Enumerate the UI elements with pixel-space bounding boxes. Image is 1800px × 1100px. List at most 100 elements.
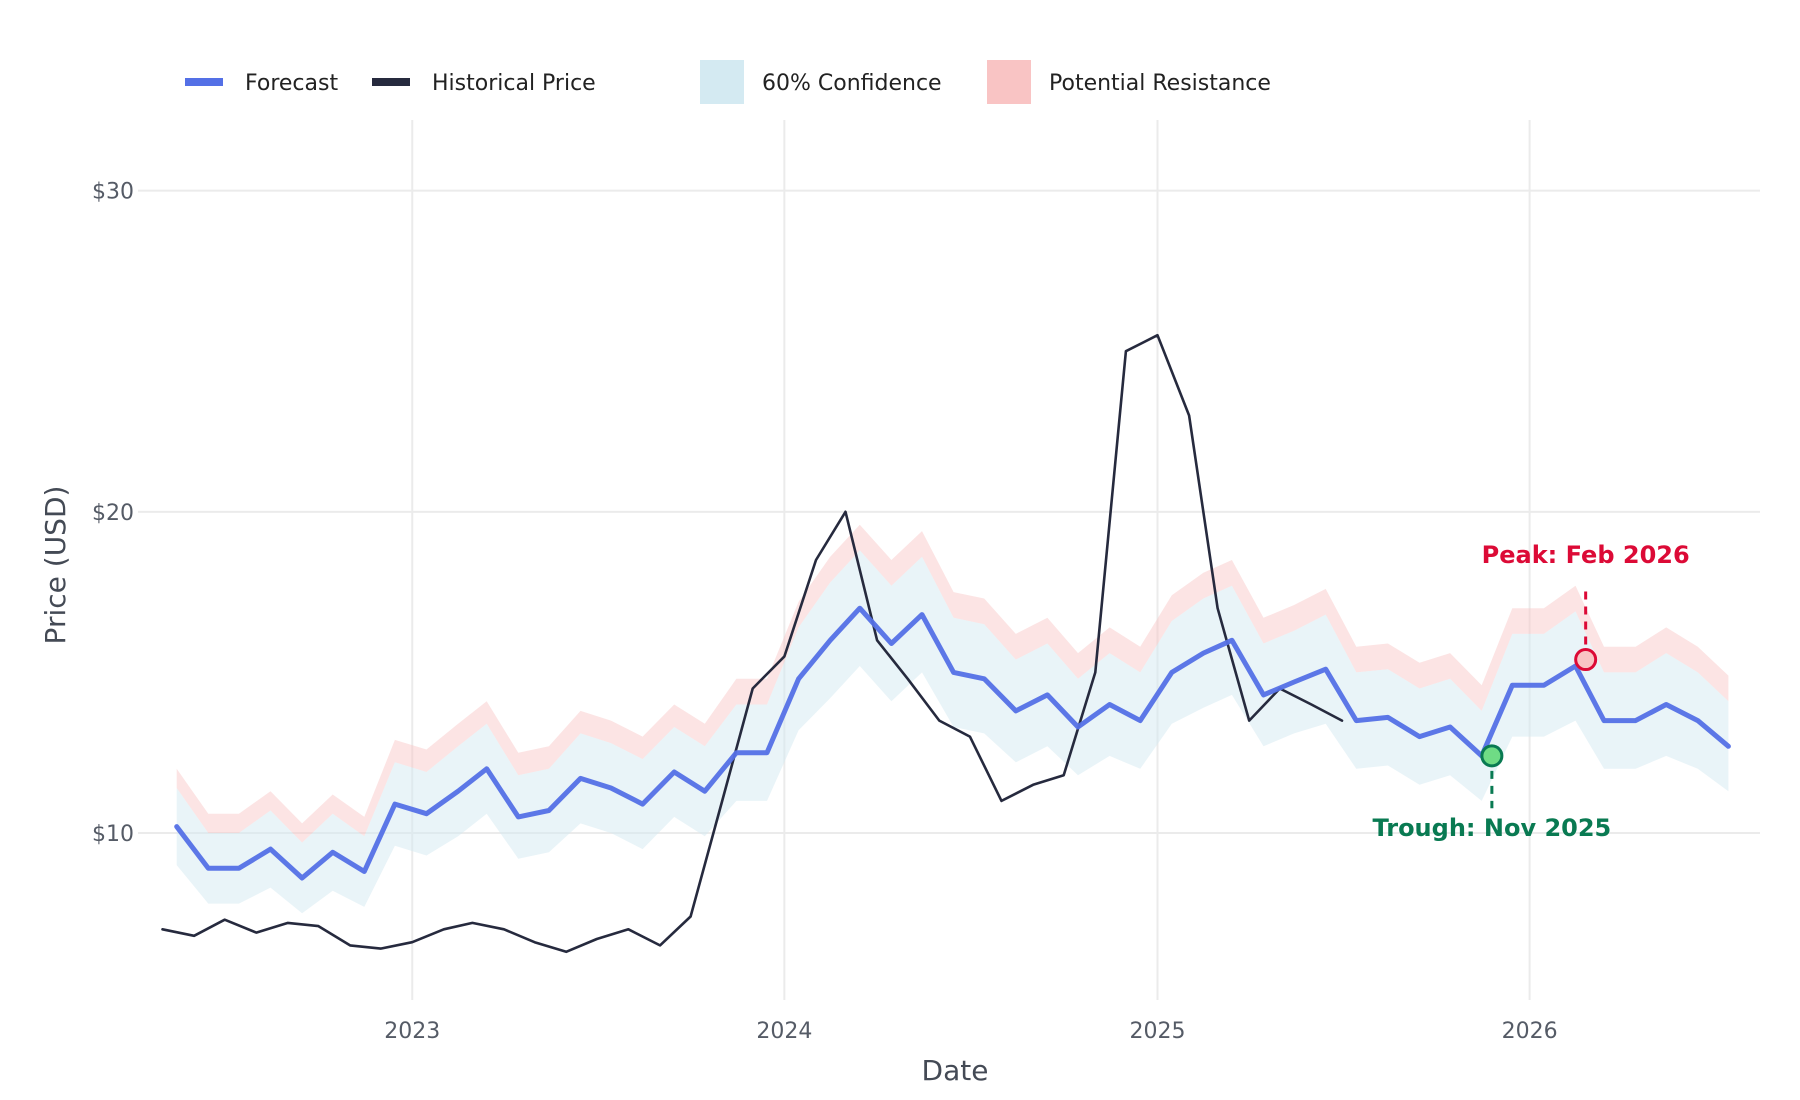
historical-point	[1125, 350, 1127, 352]
historical-point	[503, 928, 505, 930]
forecast-point	[394, 803, 396, 805]
legend: Forecast Historical Price 60% Confidence Po…	[185, 60, 1271, 104]
historical-point	[721, 800, 723, 802]
forecast-point	[1449, 726, 1451, 728]
forecast-point	[1046, 694, 1048, 696]
forecast-point	[457, 790, 459, 792]
forecast-point	[1109, 704, 1111, 706]
historical-point	[783, 655, 785, 657]
forecast-point	[1511, 684, 1513, 686]
historical-point	[752, 687, 754, 689]
legend-label: 60% Confidence	[762, 71, 942, 96]
forecast-point	[1574, 665, 1576, 667]
forecast-point	[1543, 684, 1545, 686]
historical-point	[1032, 784, 1034, 786]
historical-point	[1001, 800, 1003, 802]
bands	[176, 524, 1729, 914]
legend-swatch	[700, 60, 744, 104]
y-axis-ticks: $10 $20 $30	[92, 180, 134, 847]
historical-point	[1248, 720, 1250, 722]
peak-marker	[1574, 648, 1598, 672]
historical-point	[938, 720, 940, 722]
forecast-point	[921, 614, 923, 616]
forecast-point	[1202, 652, 1204, 654]
forecast-point	[238, 867, 240, 869]
historical-point	[380, 948, 382, 950]
forecast-point	[1263, 694, 1265, 696]
forecast-point	[579, 777, 581, 779]
historical-point	[907, 678, 909, 680]
forecast-point	[983, 678, 985, 680]
forecast-point	[301, 877, 303, 879]
y-tick-label: $30	[92, 180, 134, 205]
annotations: Peak: Feb 2026 Trough: Nov 2025	[1373, 541, 1690, 842]
forecast-point	[673, 771, 675, 773]
historical-point	[287, 922, 289, 924]
forecast-point	[1015, 710, 1017, 712]
forecast-point	[735, 752, 737, 754]
forecast-point	[1231, 639, 1233, 641]
historical-point	[534, 941, 536, 943]
legend-label: Historical Price	[432, 71, 596, 96]
historical-point	[193, 935, 195, 937]
x-axis-ticks: 2023 2024 2025 2026	[384, 1019, 1557, 1044]
historical-point	[1188, 414, 1190, 416]
historical-point	[565, 951, 567, 953]
forecast-point	[610, 787, 612, 789]
legend-swatch	[987, 60, 1031, 104]
forecast-point	[1171, 671, 1173, 673]
historical-point	[349, 944, 351, 946]
forecast-point	[1325, 668, 1327, 670]
forecast-point	[517, 816, 519, 818]
historical-point	[1094, 671, 1096, 673]
y-tick-label: $10	[92, 822, 134, 847]
legend-label: Forecast	[245, 71, 338, 96]
x-tick-label: 2025	[1129, 1019, 1185, 1044]
forecast-point	[270, 848, 272, 850]
historical-point	[690, 915, 692, 917]
confidence-band	[176, 550, 1729, 914]
x-tick-label: 2023	[384, 1019, 440, 1044]
gridlines	[138, 120, 1760, 1000]
historical-point	[596, 938, 598, 940]
legend-swatch	[185, 78, 223, 86]
forecast-point	[1727, 745, 1729, 747]
forecast-point	[1077, 726, 1079, 728]
forecast-point	[426, 813, 428, 815]
historical-point	[1310, 704, 1312, 706]
historical-point	[627, 928, 629, 930]
forecast-point	[363, 871, 365, 873]
legend-swatch	[372, 78, 410, 86]
y-axis-title: Price (USD)	[39, 486, 72, 645]
forecast-point	[548, 810, 550, 812]
forecast-point	[332, 851, 334, 853]
forecast-point	[642, 803, 644, 805]
historical-point	[161, 928, 163, 930]
forecast-point	[704, 790, 706, 792]
historical-point	[1063, 774, 1065, 776]
forecast-point	[1697, 720, 1699, 722]
historical-point	[255, 932, 257, 934]
historical-point	[876, 639, 878, 641]
historical-point	[1156, 334, 1158, 336]
forecast-point	[1418, 736, 1420, 738]
series-lines	[161, 333, 1731, 954]
forecast-point	[207, 867, 209, 869]
forecast-point	[1387, 716, 1389, 718]
forecast-point	[1355, 720, 1357, 722]
peak-label: Peak: Feb 2026	[1482, 541, 1690, 569]
x-axis-title: Date	[922, 1054, 989, 1087]
historical-point	[659, 944, 661, 946]
forecast-point	[1293, 681, 1295, 683]
forecast-point	[859, 607, 861, 609]
trough-marker	[1480, 744, 1504, 768]
legend-label: Potential Resistance	[1049, 71, 1271, 96]
forecast-point	[1139, 720, 1141, 722]
historical-point	[317, 925, 319, 927]
y-tick-label: $20	[92, 501, 134, 526]
historical-point	[471, 922, 473, 924]
historical-point	[815, 559, 817, 561]
forecast-point	[953, 671, 955, 673]
forecast-point	[1603, 720, 1605, 722]
